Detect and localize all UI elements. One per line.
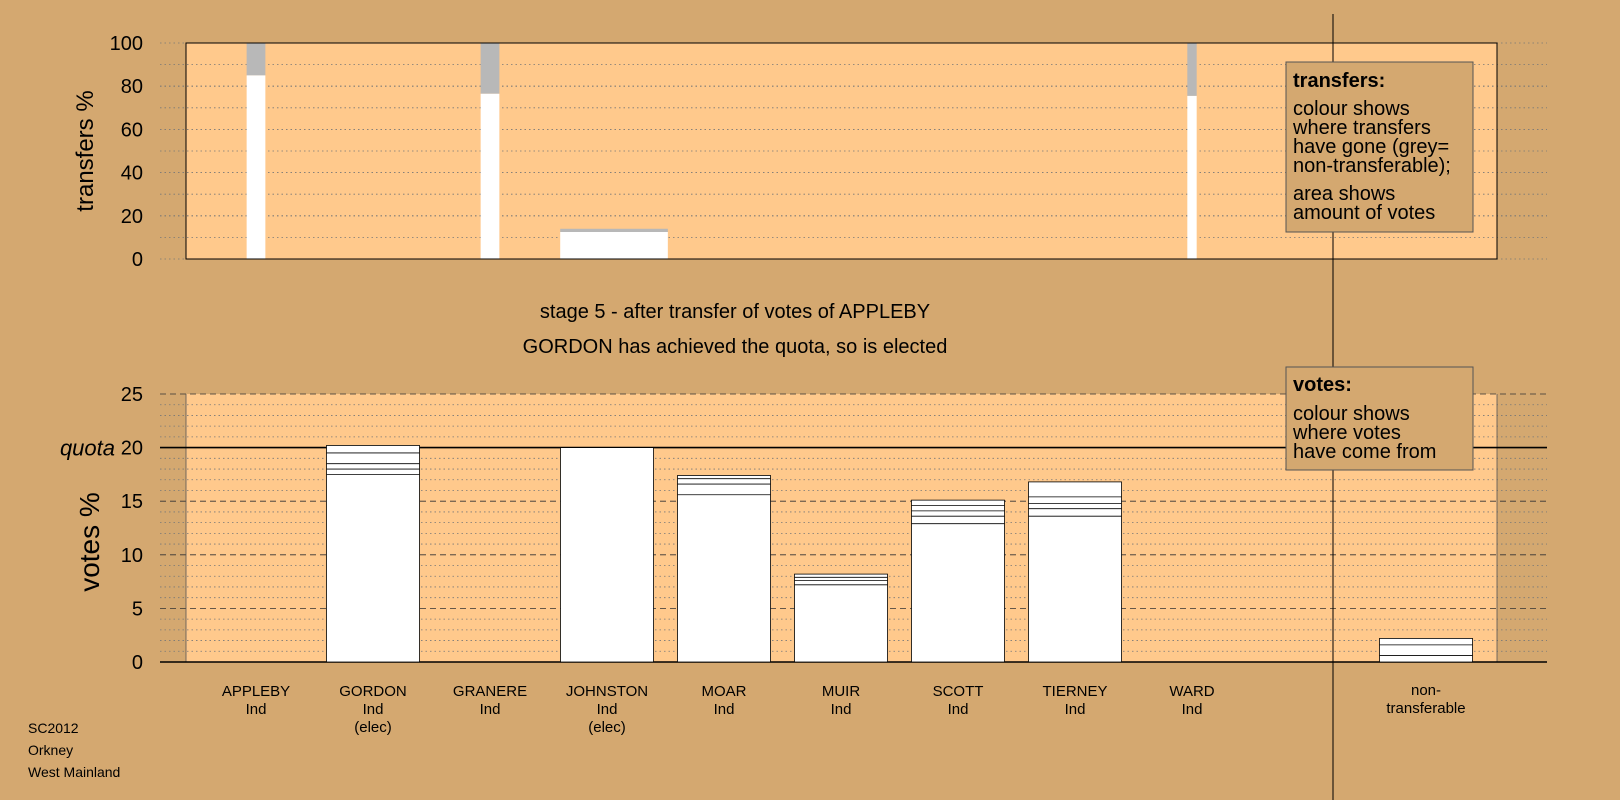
- transfers-bar-transferable: [480, 93, 500, 259]
- votes-legend: votes: colour shows where votes have com…: [1285, 366, 1474, 471]
- footer-region: Orkney: [28, 742, 73, 758]
- candidate-status: (elec): [588, 719, 626, 736]
- candidate-party: Ind: [363, 701, 384, 718]
- candidate-party: Ind: [597, 701, 618, 718]
- votes-legend-line: have come from: [1293, 441, 1436, 463]
- votes-legend-heading: votes:: [1293, 374, 1352, 396]
- footer-ward: West Mainland: [28, 764, 120, 780]
- transfers-bar-nontransferable: [480, 43, 500, 94]
- transfers-legend-heading: transfers:: [1293, 70, 1385, 92]
- candidate-party: Ind: [246, 701, 267, 718]
- candidate-name: TIERNEY: [1042, 683, 1107, 700]
- transfers-legend-line: colour shows: [1293, 98, 1410, 120]
- nontransferable-label: transferable: [1386, 700, 1465, 717]
- stage-title: stage 5 - after transfer of votes of APP…: [540, 301, 930, 323]
- votes-y-tick: 0: [132, 652, 143, 674]
- votes-bar: [326, 445, 420, 663]
- candidate-name: WARD: [1169, 683, 1214, 700]
- transfers-bar-nontransferable: [1187, 43, 1197, 96]
- transfers-legend-box: [1285, 61, 1474, 233]
- footer-election: SC2012: [28, 720, 79, 736]
- transfers-legend-line: area shows: [1293, 183, 1395, 205]
- votes-legend-line: colour shows: [1293, 403, 1410, 425]
- transfers-bars: [246, 43, 1197, 260]
- transfers-legend-line: have gone (grey=: [1293, 136, 1449, 158]
- transfers-y-tick: 60: [121, 119, 143, 141]
- transfers-legend: transfers: colour shows where transfers …: [1285, 61, 1474, 233]
- votes-y-tick: 15: [121, 491, 143, 513]
- candidate-party: Ind: [948, 701, 969, 718]
- candidate-name: GORDON: [339, 683, 407, 700]
- candidate-name: MOAR: [702, 683, 747, 700]
- transfers-legend-line: where transfers: [1292, 117, 1431, 139]
- stage-subtitle: GORDON has achieved the quota, so is ele…: [523, 336, 948, 358]
- votes-y-tick: 25: [121, 384, 143, 406]
- candidate-party: Ind: [480, 701, 501, 718]
- transfers-legend-line: non-transferable);: [1293, 155, 1451, 177]
- transfers-legend-line: amount of votes: [1293, 202, 1435, 224]
- transfers-bar-nontransferable: [560, 228, 668, 232]
- votes-legend-box: [1285, 366, 1474, 471]
- candidate-name: MUIR: [822, 683, 860, 700]
- candidate-party: Ind: [1065, 701, 1086, 718]
- transfers-y-tick: 100: [110, 33, 143, 55]
- votes-bars: [326, 445, 1473, 663]
- candidate-name: SCOTT: [933, 683, 984, 700]
- candidate-name: JOHNSTON: [566, 683, 648, 700]
- transfers-bar-transferable: [560, 232, 668, 259]
- votes-bar: [794, 573, 888, 663]
- transfers-y-tick: 0: [132, 249, 143, 271]
- nontransferable-label: non-: [1411, 682, 1441, 699]
- quota-label: quota: [60, 436, 115, 461]
- candidate-labels: APPLEBYIndGORDONInd(elec)GRANEREIndJOHNS…: [222, 682, 1466, 736]
- transfers-bar-nontransferable: [246, 43, 266, 76]
- votes-bar: [560, 447, 654, 663]
- transfers-frame: [185, 42, 1498, 260]
- candidate-name: GRANERE: [453, 683, 527, 700]
- transfers-y-label: transfers %: [72, 90, 99, 211]
- candidate-party: Ind: [714, 701, 735, 718]
- votes-y-tick: 5: [132, 598, 143, 620]
- votes-bar: [677, 475, 771, 663]
- transfers-bar-transferable: [246, 75, 266, 260]
- candidate-name: APPLEBY: [222, 683, 290, 700]
- transfers-y-ticks: 0 20 40 60 80 100: [110, 33, 143, 271]
- votes-y-tick: 10: [121, 545, 143, 567]
- candidate-party: Ind: [1182, 701, 1203, 718]
- votes-bar: [911, 499, 1005, 663]
- candidate-status: (elec): [354, 719, 392, 736]
- votes-legend-line: where votes: [1292, 422, 1401, 444]
- transfers-y-tick: 80: [121, 76, 143, 98]
- transfers-bar-transferable: [1187, 95, 1197, 259]
- votes-y-ticks: 0 5 10 15 20 25: [121, 384, 143, 674]
- candidate-party: Ind: [831, 701, 852, 718]
- votes-y-label: votes %: [74, 492, 105, 592]
- votes-y-tick: 20: [121, 438, 143, 460]
- transfers-y-tick: 40: [121, 163, 143, 185]
- transfers-panel: 0 20 40 60 80 100 transfers %: [72, 33, 1547, 271]
- votes-bar: [1028, 481, 1122, 663]
- nontransferable-bar: [1379, 638, 1473, 663]
- transfers-y-tick: 20: [121, 206, 143, 228]
